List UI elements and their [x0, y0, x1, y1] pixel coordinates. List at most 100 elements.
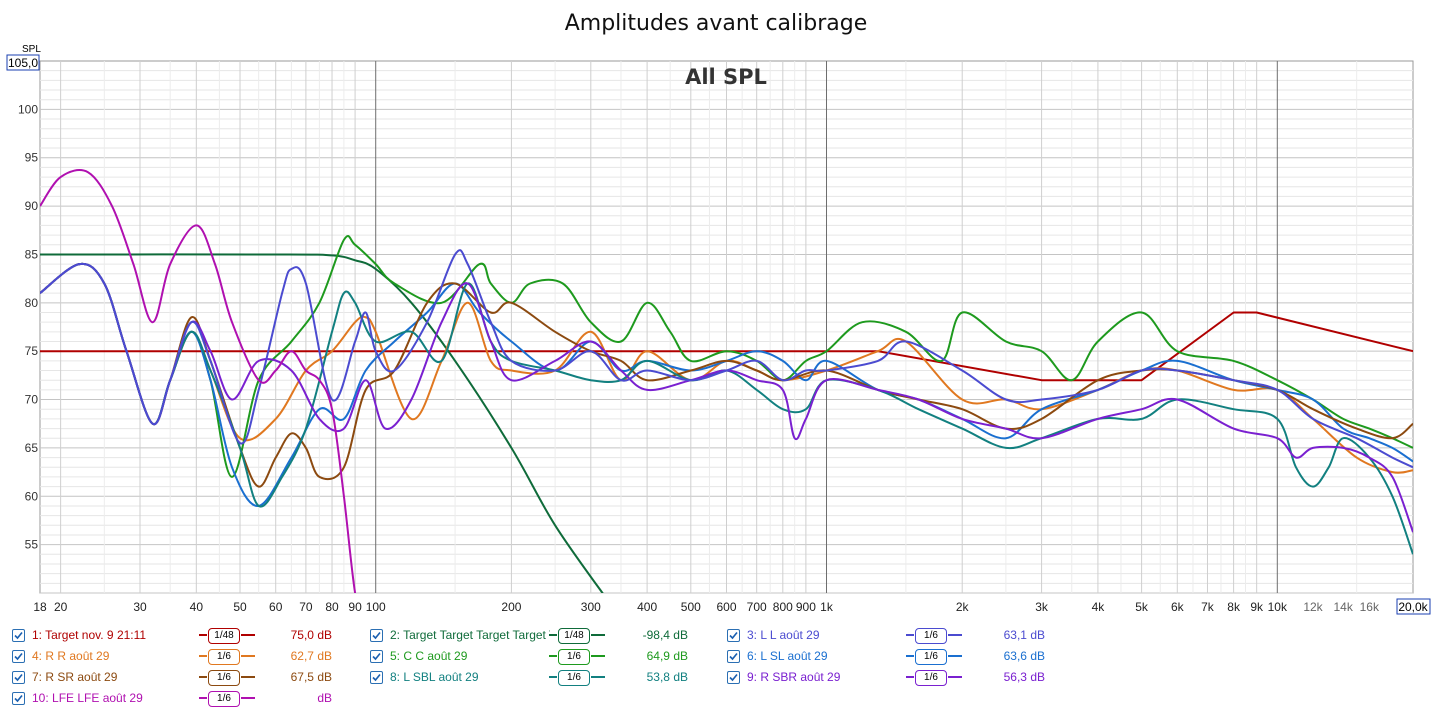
- x-tick-label: 90: [348, 600, 362, 614]
- legend-swatch-right: [948, 634, 962, 636]
- legend-smoothing-button[interactable]: 1/48: [208, 628, 240, 644]
- x-tick-label: 30: [133, 600, 147, 614]
- legend-smoothing-button[interactable]: 1/48: [558, 628, 590, 644]
- series-line: [40, 262, 1413, 507]
- legend-value: 75,0 dB: [290, 628, 332, 642]
- legend-swatch-left: [906, 655, 914, 657]
- x-tick-label: 300: [581, 600, 601, 614]
- y-tick-label: 80: [25, 296, 39, 310]
- legend-label: 5: C C août 29: [390, 649, 468, 663]
- legend-value: 63,6 dB: [1003, 649, 1045, 663]
- x-tick-label: 12k: [1303, 600, 1323, 614]
- legend-swatch-right: [591, 634, 605, 636]
- legend-checkbox[interactable]: [727, 671, 740, 684]
- legend-item[interactable]: 9: R SBR août 29 1/6 56,3 dB: [727, 668, 1072, 688]
- legend-item[interactable]: 2: Target Target Target Target T 1/48 -98,…: [370, 626, 715, 646]
- legend-label: 8: L SBL août 29: [390, 670, 479, 684]
- y-max-label: 105,0: [8, 56, 38, 70]
- grid: [39, 60, 1414, 594]
- legend-checkbox[interactable]: [12, 671, 25, 684]
- legend-swatch-right: [241, 676, 255, 678]
- legend-smoothing-button[interactable]: 1/6: [915, 628, 947, 644]
- legend-swatch-right: [948, 676, 962, 678]
- legend-value: dB: [317, 691, 332, 705]
- legend-checkbox[interactable]: [727, 629, 740, 642]
- legend-smoothing-button[interactable]: 1/6: [208, 670, 240, 686]
- legend-swatch-right: [241, 697, 255, 699]
- legend-label: 3: L L août 29: [747, 628, 820, 642]
- x-tick-label: 8k: [1227, 600, 1241, 614]
- x-tick-label: 900: [796, 600, 816, 614]
- x-tick-label: 3k: [1035, 600, 1049, 614]
- curves: [40, 169, 1413, 593]
- legend-item[interactable]: 10: LFE LFE août 29 1/6 dB: [12, 689, 357, 709]
- legend-swatch-left: [199, 634, 207, 636]
- y-tick-label: 65: [25, 441, 39, 455]
- legend-smoothing-button[interactable]: 1/6: [558, 670, 590, 686]
- y-tick-label: 95: [25, 151, 39, 165]
- legend-checkbox[interactable]: [370, 650, 383, 663]
- y-ticks: 55 60 65 70 75 80 85 90 95 100: [18, 102, 38, 551]
- series-line: [40, 235, 1413, 478]
- legend-checkbox[interactable]: [370, 629, 383, 642]
- legend-swatch-left: [549, 655, 557, 657]
- legend-label: 6: L SL août 29: [747, 649, 828, 663]
- legend-item[interactable]: 3: L L août 29 1/6 63,1 dB: [727, 626, 1072, 646]
- x-tick-label: 2k: [956, 600, 970, 614]
- legend-checkbox[interactable]: [12, 692, 25, 705]
- legend-item[interactable]: 7: R SR août 29 1/6 67,5 dB: [12, 668, 357, 688]
- legend-item[interactable]: 8: L SBL août 29 1/6 53,8 dB: [370, 668, 715, 688]
- legend-item[interactable]: 5: C C août 29 1/6 64,9 dB: [370, 647, 715, 667]
- y-axis-label: SPL: [22, 44, 41, 55]
- x-tick-label: 14k: [1333, 600, 1353, 614]
- legend-checkbox[interactable]: [370, 671, 383, 684]
- chart-title: Amplitudes avant calibrage: [565, 11, 868, 36]
- legend-swatch-left: [199, 697, 207, 699]
- legend-item[interactable]: 1: Target nov. 9 21:11 1/48 75,0 dB: [12, 626, 357, 646]
- legend-value: 62,7 dB: [290, 649, 332, 663]
- x-tick-label: 1k: [820, 600, 834, 614]
- series-line: [40, 169, 357, 593]
- series-line: [40, 249, 1413, 469]
- legend-smoothing-button[interactable]: 1/6: [558, 649, 590, 665]
- legend-swatch-right: [591, 676, 605, 678]
- legend-label: 1: Target nov. 9 21:11: [32, 628, 147, 642]
- y-max-box[interactable]: [6, 54, 40, 71]
- x-tick-label: 16k: [1360, 600, 1380, 614]
- legend-swatch-left: [906, 676, 914, 678]
- x-tick-label: 60: [269, 600, 283, 614]
- legend-label: 9: R SBR août 29: [747, 670, 841, 684]
- legend-smoothing-button[interactable]: 1/6: [208, 649, 240, 665]
- x-tick-label: 50: [233, 600, 247, 614]
- legend-checkbox[interactable]: [727, 650, 740, 663]
- y-tick-label: 85: [25, 247, 39, 261]
- legend-swatch-left: [199, 676, 207, 678]
- x-tick-label: 70: [299, 600, 313, 614]
- legend: 1: Target nov. 9 21:11 1/48 75,0 dB 2: Targ…: [0, 624, 1433, 709]
- legend-smoothing-button[interactable]: 1/6: [915, 670, 947, 686]
- legend-smoothing-button[interactable]: 1/6: [208, 691, 240, 707]
- spl-chart[interactable]: Amplitudes avant calibrage All SPL 55 60 6…: [0, 0, 1433, 624]
- x-tick-label: 40: [190, 600, 204, 614]
- y-tick-label: 100: [18, 102, 38, 116]
- legend-checkbox[interactable]: [12, 650, 25, 663]
- legend-checkbox[interactable]: [12, 629, 25, 642]
- x-tick-label: 400: [637, 600, 657, 614]
- y-tick-label: 70: [25, 393, 39, 407]
- legend-swatch-right: [948, 655, 962, 657]
- x-tick-label: 6k: [1171, 600, 1185, 614]
- legend-item[interactable]: 6: L SL août 29 1/6 63,6 dB: [727, 647, 1072, 667]
- legend-swatch-right: [241, 634, 255, 636]
- x-tick-label: 9k: [1250, 600, 1264, 614]
- y-tick-label: 75: [25, 344, 39, 358]
- x-max-box[interactable]: [1396, 598, 1431, 615]
- legend-label: 4: R R août 29: [32, 649, 110, 663]
- x-tick-label: 5k: [1135, 600, 1149, 614]
- y-tick-label: 90: [25, 199, 39, 213]
- x-tick-label: 18: [33, 600, 47, 614]
- y-tick-label: 60: [25, 489, 39, 503]
- legend-smoothing-button[interactable]: 1/6: [915, 649, 947, 665]
- legend-swatch-left: [906, 634, 914, 636]
- y-tick-label: 55: [25, 538, 39, 552]
- legend-item[interactable]: 4: R R août 29 1/6 62,7 dB: [12, 647, 357, 667]
